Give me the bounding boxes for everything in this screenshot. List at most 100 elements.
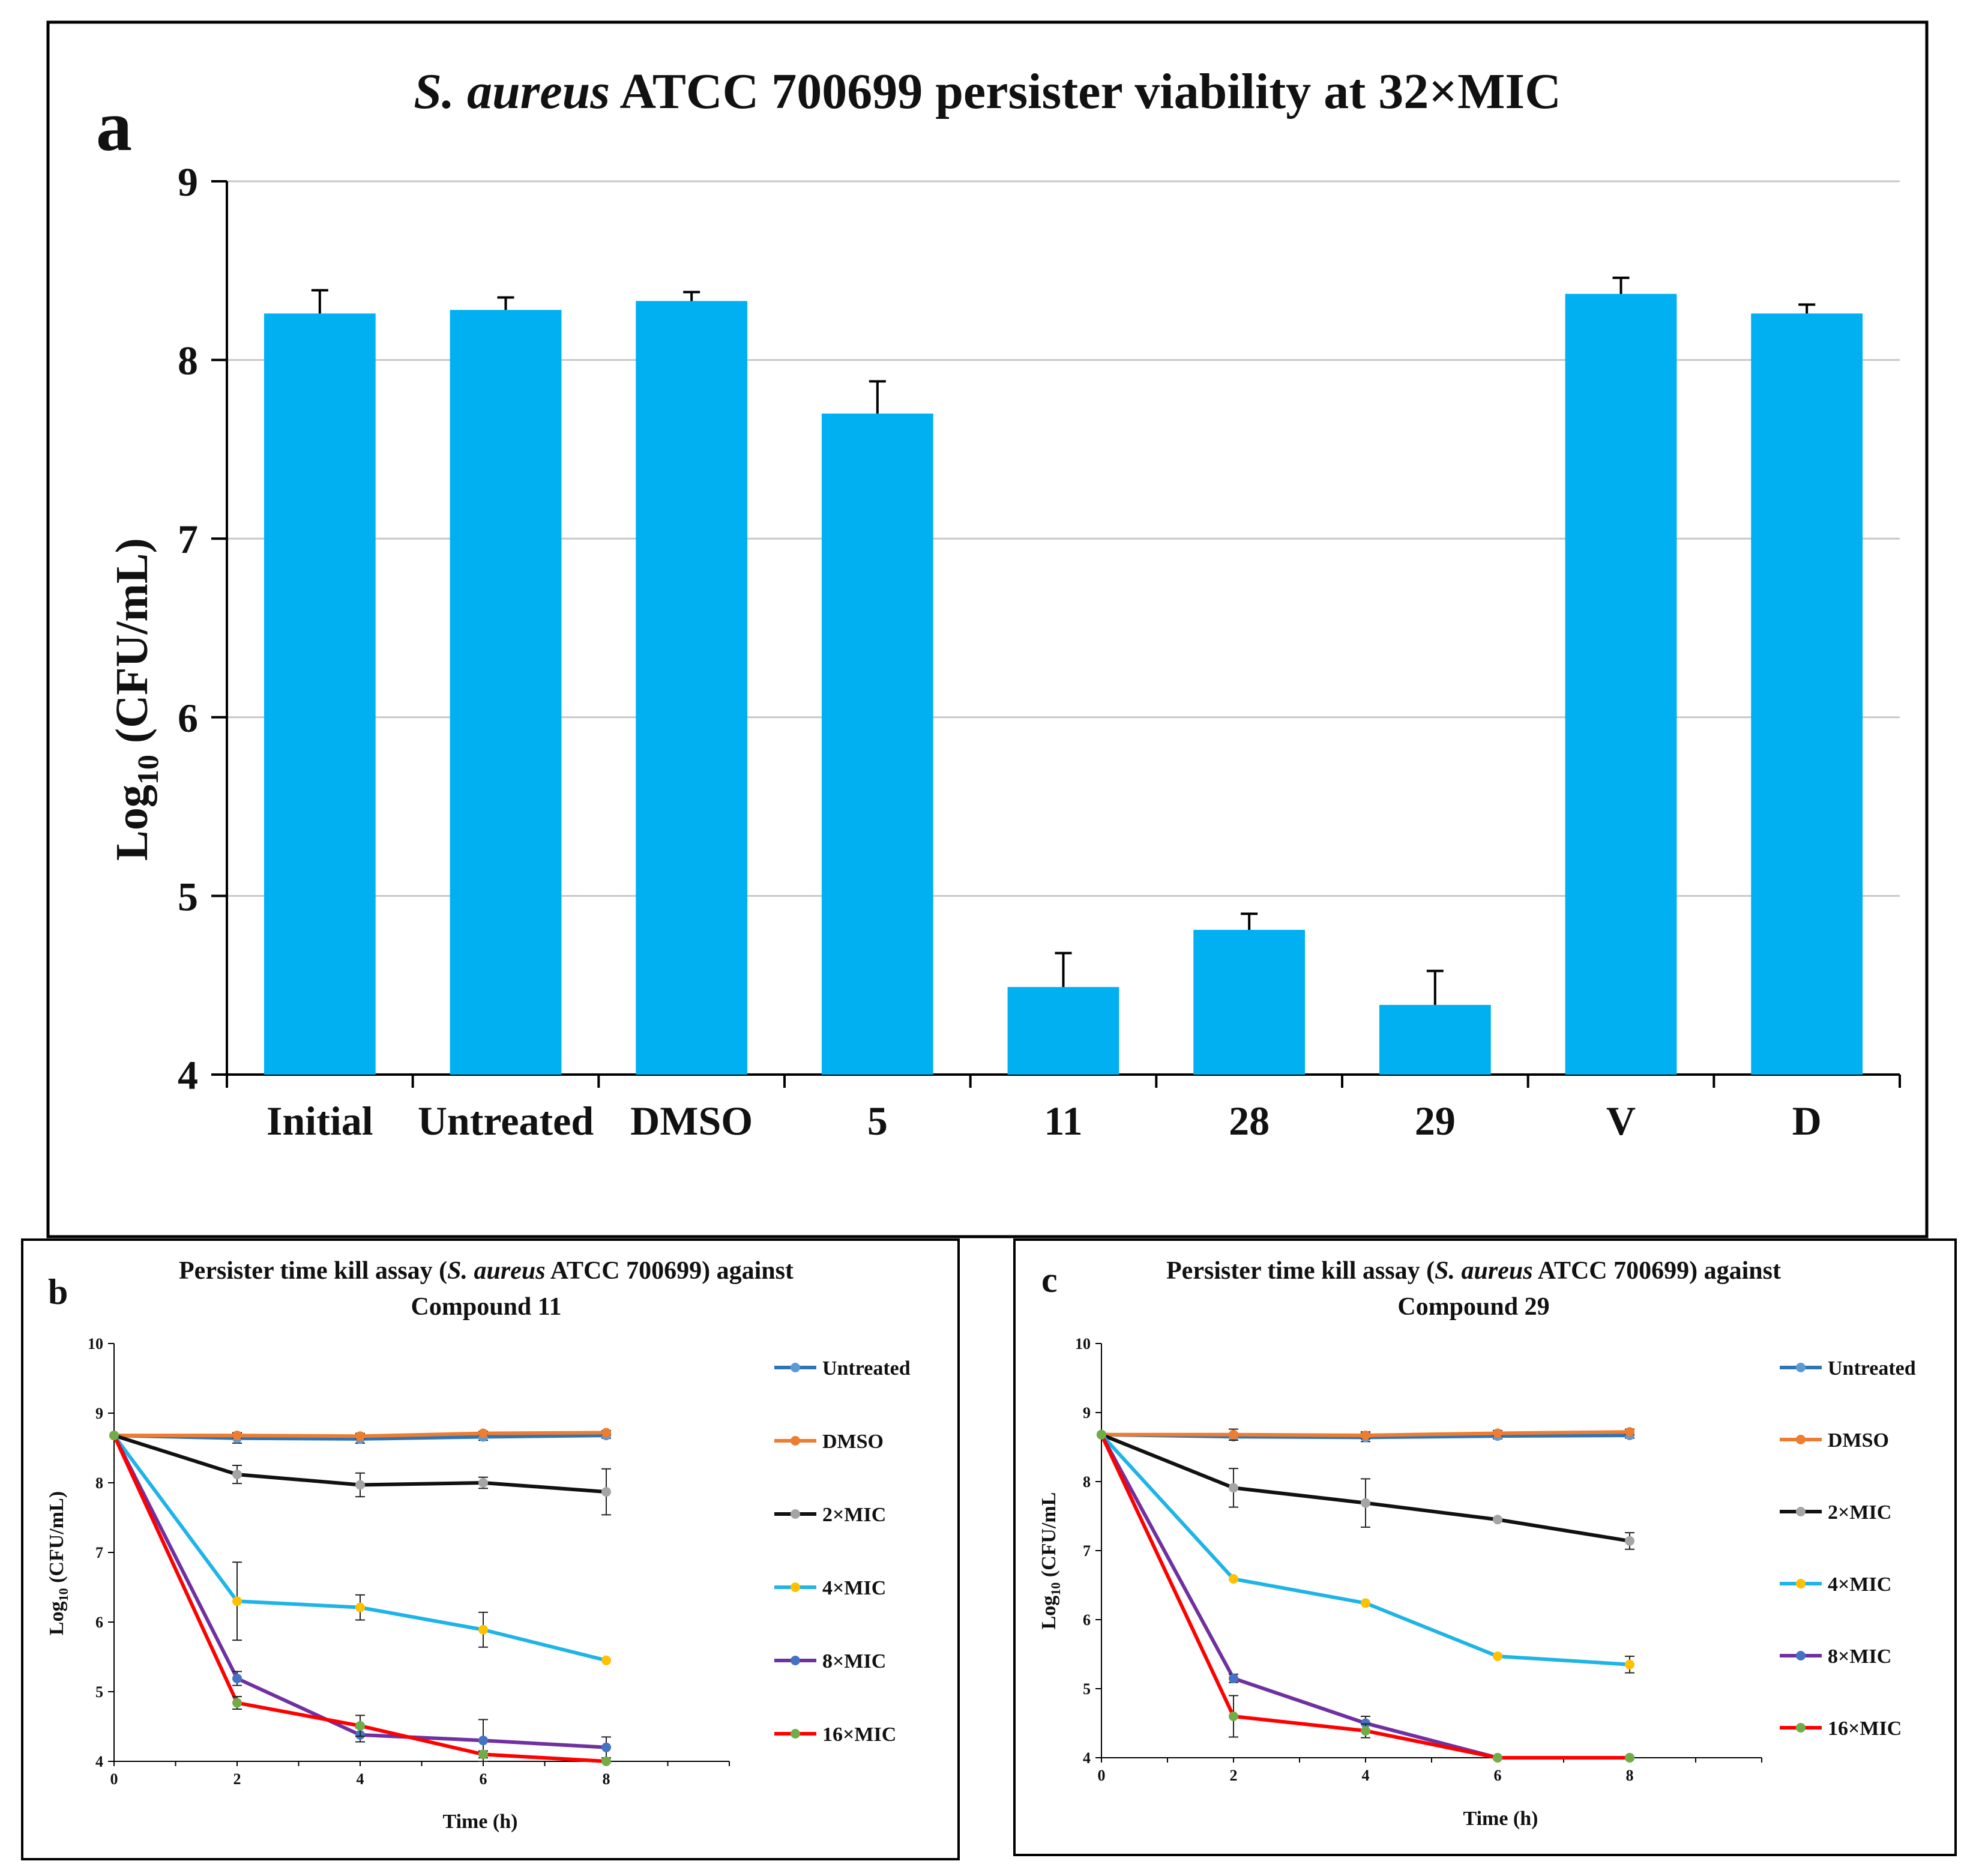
panel-c-series-2xmic-point-6 [1493,1515,1502,1525]
panel-b-plot: 4 5 6 7 8 9 10 0 2 4 6 8 Untreated DMSO 2×MIC 4×MIC 8×MI… [88,1335,911,1788]
panel-c-xlabel: Time (h) [1463,1808,1538,1830]
panel-c-ylabel-sub: 10 [1048,1582,1063,1596]
panel-c-y-tick-label-6: 6 [1083,1611,1091,1629]
bar-5 [821,413,933,1075]
panel-b-legend-label-8xmic: 8×MIC [822,1650,886,1672]
panel-c-series-16xmic-point-8 [1625,1753,1634,1763]
panel-c-legend-label-2xmic: 2×MIC [1828,1501,1891,1524]
panel-c-series-16xmic-point-0 [1097,1429,1106,1440]
panel-c-x-tick-label-8: 8 [1626,1767,1634,1784]
panel-b-legend-marker-dmso [791,1436,800,1446]
panel-c-title-b: S. aureus [1435,1257,1532,1285]
panel-b-series-16xmic-point-0 [109,1431,119,1441]
panel-b-series-4xmic-line [112,1434,607,1662]
bar-untreated [450,310,562,1075]
panel-c-legend-marker-2xmic [1796,1507,1806,1516]
panel-b-legend-label-2xmic: 2×MIC [822,1504,886,1526]
panel-c-series-dmso-point-4 [1361,1430,1370,1440]
bar-29 [1379,1004,1491,1075]
panel-a: a S. aureus ATCC 700699 persister viabil… [46,20,1929,1238]
panel-a-title-italic: S. aureus [414,64,610,119]
panel-c-legend-label-16xmic: 16×MIC [1828,1718,1902,1740]
panel-c-series-16xmic-point-6 [1493,1753,1502,1763]
panel-c-series-dmso-point-6 [1493,1428,1502,1438]
panel-b-ylabel: Log10 (CFU/mL) [46,1491,71,1635]
panel-b-title-c: ATCC 700699) against [546,1257,794,1285]
panel-b-series-8xmic-point-8 [601,1742,611,1752]
y-tick-label-9: 9 [178,159,198,205]
panel-b-x-tick-label-2: 2 [233,1770,241,1788]
panel-b-series-dmso-point-8 [601,1428,611,1438]
panel-b-series-2xmic-point-8 [601,1487,611,1497]
x-tick-label-29: 29 [1415,1098,1456,1144]
panel-a-ylabel-rest: (CFU/mL) [107,538,157,755]
panel-b: b Persister time kill assay (S. aureus A… [21,1238,960,1860]
panel-b-x-tick-label-6: 6 [480,1770,487,1788]
panel-c-ylabel-main: Log [1038,1596,1060,1630]
panel-b-series-dmso-point-6 [478,1428,488,1438]
panel-b-ylabel-rest: (CFU/mL) [46,1491,68,1588]
panel-b-legend-label-untreated: Untreated [822,1357,911,1380]
panel-c-y-tick-label-9: 9 [1083,1404,1091,1422]
panel-a-frame [46,20,1929,1238]
panel-b-series-dmso-point-4 [355,1431,365,1441]
panel-a-ylabel-sub: 10 [131,755,164,785]
x-tick-label-11: 11 [1044,1098,1082,1144]
y-tick-label-6: 6 [178,695,198,741]
panel-c-y-tick-label-7: 7 [1083,1542,1091,1560]
panel-b-y-tick-label-8: 8 [95,1474,103,1492]
panel-b-series-8xmic-point-2 [232,1673,242,1683]
bar-dmso [636,301,748,1075]
panel-b-legend-label-4xmic: 4×MIC [822,1577,886,1599]
panel-c-y-tick-label-8: 8 [1083,1473,1091,1491]
y-tick-label-8: 8 [178,338,198,384]
panel-b-legend-label-16xmic: 16×MIC [822,1724,896,1746]
panel-b-series-8xmic-point-6 [478,1736,488,1746]
panel-b-series-2xmic-point-4 [355,1480,365,1490]
panel-c-series-dmso-point-2 [1229,1429,1238,1440]
panel-b-y-tick-label-5: 5 [95,1683,103,1701]
bar-initial [264,313,376,1075]
panel-c-y-tick-label-10: 10 [1075,1335,1091,1353]
panel-a-title: S. aureus ATCC 700699 persister viabilit… [414,64,1561,119]
panel-b-series-2xmic-point-6 [478,1478,488,1488]
panel-b-x-tick-label-8: 8 [603,1770,610,1788]
x-tick-label-initial: Initial [267,1098,373,1144]
panel-c-title-line2: Compound 29 [1397,1293,1549,1321]
panel-b-series-16xmic-point-8 [601,1757,611,1766]
panel-b-title-b: S. aureus [447,1257,545,1285]
panel-b-y-tick-label-6: 6 [95,1614,103,1631]
panel-c-series-2xmic-point-4 [1361,1498,1370,1508]
panel-c-legend-marker-16xmic [1796,1723,1806,1733]
panel-c-title-line1: Persister time kill assay (S. aureus ATC… [1166,1257,1781,1285]
panel-b-y-tick-label-10: 10 [88,1335,103,1353]
panel-c-series-4xmic-line [1100,1433,1630,1666]
panel-b-y-tick-label-7: 7 [95,1544,103,1561]
panel-b-series-4xmic-point-2 [232,1596,242,1606]
panel-b-series-16xmic-point-2 [232,1698,242,1708]
panel-c-series-2xmic-point-2 [1229,1483,1238,1493]
panel-b-frame [21,1238,960,1860]
panel-b-series-4xmic-point-8 [601,1655,611,1665]
panel-c: c Persister time kill assay (S. aureus A… [1013,1238,1957,1856]
panel-c-legend-label-8xmic: 8×MIC [1828,1645,1891,1668]
panel-c-series-8xmic-point-4 [1361,1718,1370,1728]
y-tick-label-7: 7 [178,516,198,562]
panel-b-ylabel-main: Log [46,1601,68,1635]
x-tick-label-d: D [1792,1098,1822,1144]
panel-b-legend-marker-8xmic [791,1656,800,1665]
panel-a-label: a [96,86,132,166]
panel-c-legend-label-untreated: Untreated [1828,1357,1916,1380]
bar-v [1565,294,1677,1075]
panel-b-title-line1: Persister time kill assay (S. aureus ATC… [179,1257,794,1285]
panel-c-frame [1013,1238,1957,1856]
y-tick-label-4: 4 [178,1052,198,1098]
panel-b-legend-marker-16xmic [791,1729,800,1739]
panel-c-series-4xmic-point-6 [1493,1651,1502,1661]
panel-b-label: b [48,1272,68,1312]
panel-c-y-tick-label-4: 4 [1083,1749,1091,1767]
panel-b-legend-marker-untreated [791,1363,800,1372]
panel-c-series-8xmic-point-2 [1229,1673,1238,1683]
panel-c-ylabel-rest: (CFU/mL [1038,1492,1060,1582]
